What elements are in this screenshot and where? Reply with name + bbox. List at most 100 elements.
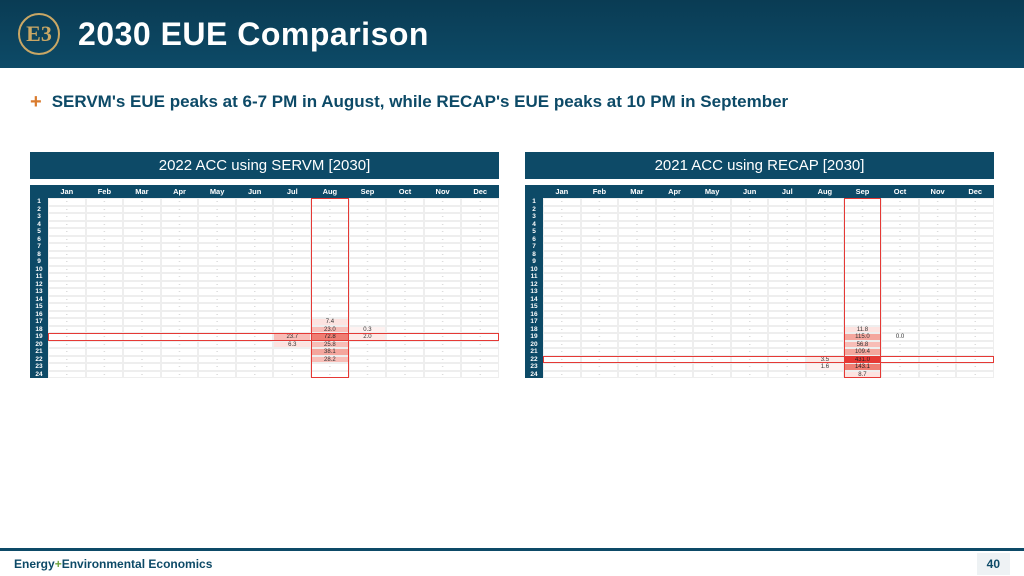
panel-title: 2021 ACC using RECAP [2030] [525,152,994,179]
heatmap-cell: - [424,266,462,274]
heatmap-cell: - [198,333,236,341]
heatmap-cell: - [86,341,124,349]
heatmap-cell: - [48,236,86,244]
heatmap-cell: - [693,273,731,281]
heatmap-cell: - [656,236,694,244]
heatmap-cell: - [386,288,424,296]
heatmap-cell: - [236,303,274,311]
heatmap-cell: - [123,213,161,221]
heatmap-cell: - [424,311,462,319]
heatmap-cell: - [349,341,387,349]
heatmap-cell: - [581,213,619,221]
month-label: Jul [768,187,806,196]
heatmap-cell: - [956,198,994,206]
heatmap-cell: - [273,303,311,311]
heatmap-cell: - [161,371,199,379]
hour-label: 10 [525,266,543,274]
month-label: Dec [956,187,994,196]
heatmap-cell: - [618,221,656,229]
heatmap-cell: - [86,221,124,229]
brand-logo: E3 [18,13,60,55]
heatmap-cell: - [48,213,86,221]
heatmap-cell: - [618,356,656,364]
heatmap-cell: - [768,213,806,221]
heatmap-cell: - [161,273,199,281]
heatmap-cell: - [844,221,882,229]
heatmap-cell: 23.0 [311,326,349,334]
heatmap-cell: - [543,206,581,214]
heatmap-cell: - [693,341,731,349]
heatmap-cell: - [844,243,882,251]
heatmap-cell: - [956,341,994,349]
heatmap-cell: - [618,273,656,281]
heatmap-cell: - [198,303,236,311]
hour-label: 16 [30,311,48,319]
heatmap-cell: - [386,303,424,311]
month-headers: JanFebMarAprMayJunJulAugSepOctNovDec [48,185,499,198]
heatmap-cell: - [618,228,656,236]
heatmap-cell: - [273,326,311,334]
heatmap-cell: - [656,228,694,236]
heatmap-cell: - [48,251,86,259]
heatmap-cell: - [543,243,581,251]
heatmap-cell: 8.7 [844,371,882,379]
heatmap-cell: - [273,236,311,244]
heatmap-cell: - [656,356,694,364]
heatmap-cell: - [198,243,236,251]
heatmap-cell: - [881,228,919,236]
heatmap-cell: - [881,341,919,349]
month-label: Nov [424,187,462,196]
heatmap-cell: - [693,258,731,266]
heatmap-cell: - [461,213,499,221]
heatmap-cell: - [731,281,769,289]
heatmap-cell: - [919,326,957,334]
heatmap-cell: - [581,356,619,364]
heatmap-cell: - [543,356,581,364]
heatmap-panel: 2021 ACC using RECAP [2030]JanFebMarAprM… [525,152,994,378]
hour-label: 13 [525,288,543,296]
heatmap-cell: - [956,221,994,229]
heatmap-cell: 38.1 [311,348,349,356]
heatmap-cell: - [693,206,731,214]
heatmap-cell: - [424,251,462,259]
month-label: Jan [543,187,581,196]
heatmap-cell: - [386,236,424,244]
heatmap-cell: - [48,318,86,326]
heatmap-cell: - [86,326,124,334]
heatmap-cell: - [956,318,994,326]
heatmap-cell: - [123,258,161,266]
heatmap-cell: - [123,318,161,326]
heatmap-cell: - [881,348,919,356]
heatmap-cell: - [806,303,844,311]
heatmap-cell: - [386,258,424,266]
heatmap-cell: - [198,221,236,229]
heatmap-cell: - [236,318,274,326]
heatmap-cell: - [806,348,844,356]
heatmap-cell: - [311,363,349,371]
heatmap-cell: - [581,333,619,341]
heatmap-cell: - [273,228,311,236]
heatmap-cell: - [543,326,581,334]
heatmap-cell: 11.8 [844,326,882,334]
heatmap-cell: - [236,356,274,364]
heatmap-cell: - [919,258,957,266]
heatmap-cell: - [768,258,806,266]
hour-label: 1 [30,198,48,206]
heatmap-cell: - [198,341,236,349]
hour-label: 7 [30,243,48,251]
heatmap-cell: - [656,221,694,229]
heatmap-cell: - [461,288,499,296]
heatmap-cell: - [48,206,86,214]
heatmap-cell: - [956,326,994,334]
heatmap-cell: - [236,296,274,304]
heatmap-cell: - [731,236,769,244]
heatmap-cell: - [768,348,806,356]
month-label: Jan [48,187,86,196]
month-label: May [693,187,731,196]
heatmap-cell: - [123,363,161,371]
heatmap-cell: - [311,243,349,251]
heatmap-cell: - [543,303,581,311]
heatmap-cell: - [273,281,311,289]
heatmap-cell: - [311,273,349,281]
heatmap-cell: - [236,288,274,296]
